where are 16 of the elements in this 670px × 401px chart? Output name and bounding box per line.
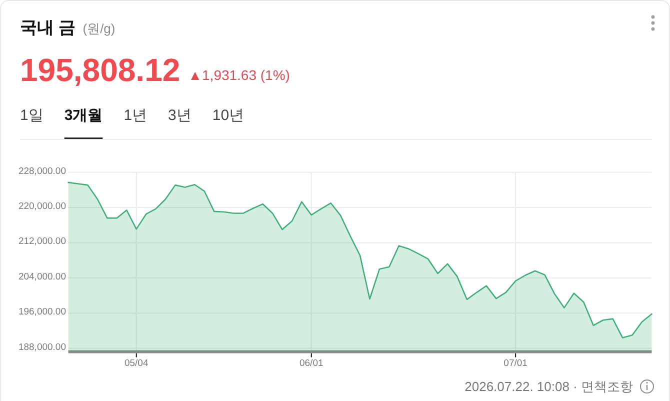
text: 212,000.00 (18, 236, 66, 248)
text: ▲1,931.63 (1%) (188, 67, 290, 83)
text: 196,000.00 (18, 306, 66, 318)
text: 1년 (124, 107, 148, 124)
chart-title: 국내 금 (20, 18, 76, 37)
text: 188,000.00 (18, 342, 66, 353)
chart-subtitle: (원/g) (82, 21, 116, 36)
text: 2026.07.22. 10:08 · 면책조항 (464, 379, 633, 394)
text: 1일 (20, 107, 44, 124)
text: 220,000.00 (18, 201, 66, 212)
text: 228,000.00 (18, 166, 66, 177)
text: 3년 (168, 107, 192, 124)
text: 204,000.00 (18, 271, 66, 282)
text: 3개월 (64, 107, 103, 124)
text: 10년 (212, 107, 244, 124)
text: 195,808.12 (20, 52, 180, 88)
